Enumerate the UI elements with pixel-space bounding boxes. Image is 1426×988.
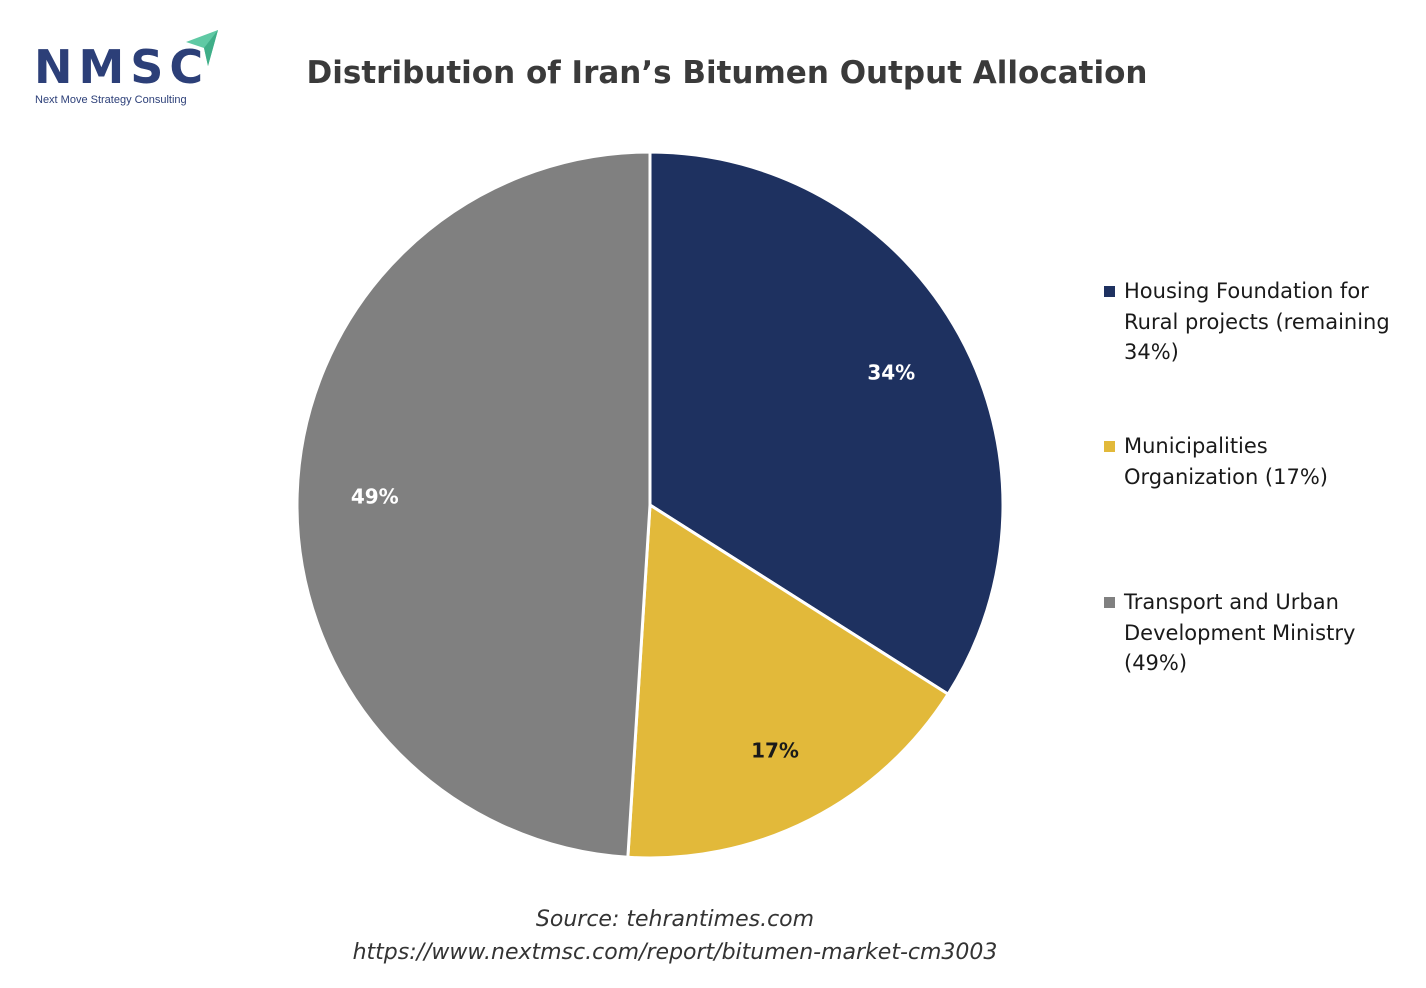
slice-data-label: 17% — [751, 738, 799, 762]
slice-data-label: 34% — [867, 360, 915, 384]
pie-slice — [295, 150, 652, 859]
source-url: https://www.nextmsc.com/report/bitumen-m… — [352, 940, 998, 965]
legend-swatch — [1104, 286, 1115, 297]
legend-label: Municipalities Organization (17%) — [1124, 434, 1328, 489]
legend-swatch — [1104, 441, 1115, 452]
logo-wordmark: NMSC — [34, 40, 210, 94]
chart-title: Distribution of Iran’s Bitumen Output Al… — [306, 55, 1148, 91]
pie-slice — [648, 150, 1005, 696]
slice-data-label: 49% — [351, 484, 399, 508]
paper-plane-icon — [186, 30, 218, 66]
source-note: Source: tehrantimes.com — [535, 907, 815, 932]
legend-label: Transport and Urban Development Ministry… — [1124, 590, 1356, 675]
pie-slice — [626, 503, 950, 860]
legend-swatch — [1104, 597, 1115, 608]
company-logo: NMSC Next Move Strategy Consulting — [34, 28, 224, 108]
legend-label: Housing Foundation for Rural projects (r… — [1124, 279, 1390, 364]
logo-tagline: Next Move Strategy Consulting — [35, 94, 187, 106]
